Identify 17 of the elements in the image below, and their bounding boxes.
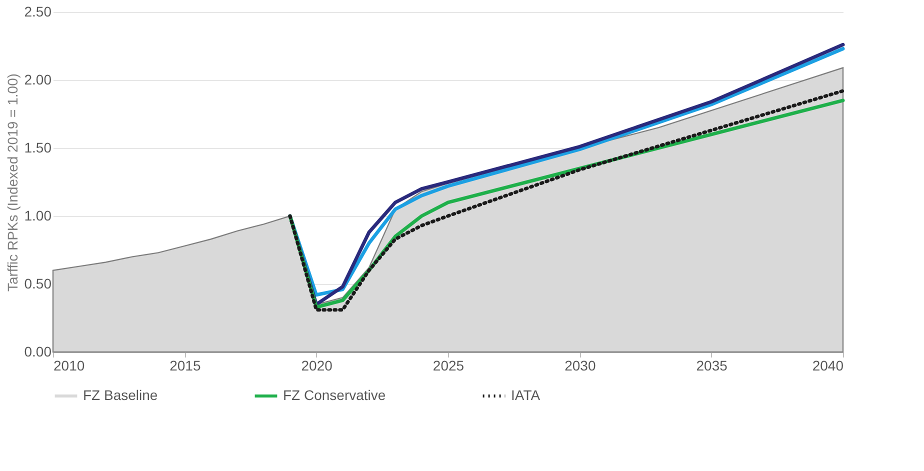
y-tick-label: 2.00 xyxy=(24,72,52,88)
y-axis-title: Tarffic RPKs (Indexed 2019 = 1.00) xyxy=(4,73,20,292)
y-tick-label: 1.50 xyxy=(24,140,52,156)
x-tick-label: 2010 xyxy=(54,358,85,374)
y-tick-label: 1.00 xyxy=(24,208,52,224)
legend-label: FZ Conservative xyxy=(283,387,386,403)
legend-label: FZ Baseline xyxy=(83,387,158,403)
x-tick-label: 2025 xyxy=(432,358,464,374)
y-tick-label: 0.50 xyxy=(24,276,52,292)
x-tick-label: 2015 xyxy=(170,358,201,374)
x-tick-label: 2040 xyxy=(812,358,844,374)
x-tick-label: 2020 xyxy=(301,358,333,374)
legend-label: IATA xyxy=(511,387,541,403)
x-tick-label: 2035 xyxy=(696,358,728,374)
y-tick-label: 0.00 xyxy=(24,344,52,360)
x-tick-label: 2030 xyxy=(564,358,596,374)
y-tick-label: 2.50 xyxy=(24,4,52,20)
